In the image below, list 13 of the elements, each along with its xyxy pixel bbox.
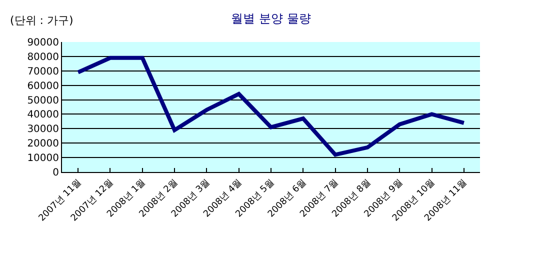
y-tick-label: 0 — [52, 168, 59, 178]
y-tick-label: 30000 — [27, 124, 59, 136]
y-axis-title: (단위 : 가구) — [10, 14, 74, 27]
y-tick-label: 80000 — [27, 52, 59, 63]
y-tick-label: 10000 — [27, 153, 59, 164]
y-tick-label: 50000 — [27, 95, 59, 106]
y-tick-label: 90000 — [27, 38, 59, 48]
y-tick-label: 60000 — [27, 80, 59, 92]
line-series — [76, 56, 466, 157]
y-tick-label: 40000 — [27, 110, 59, 121]
y-tick-label: 20000 — [27, 138, 59, 150]
chart-title: 월별 분양 물량 — [231, 12, 311, 26]
y-tick-label: 70000 — [27, 66, 59, 78]
